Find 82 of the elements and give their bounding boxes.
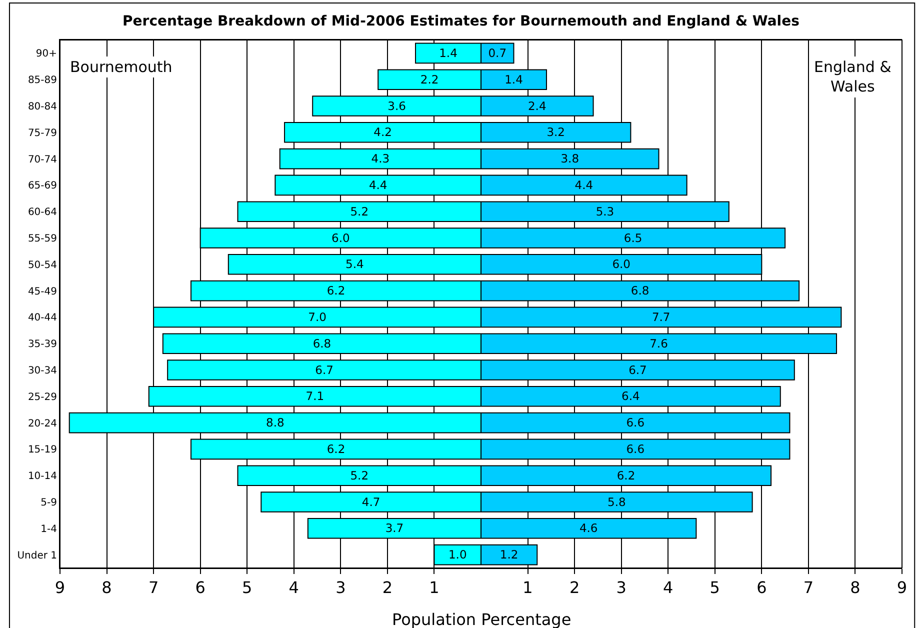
data-label: 6.7 (315, 362, 334, 377)
data-label: 7.1 (306, 389, 324, 404)
data-label: 7.7 (652, 310, 670, 324)
x-tick-label: 7 (803, 578, 814, 598)
x-axis-title: Population Percentage (392, 610, 572, 628)
y-tick-label: 35-39 (28, 339, 57, 350)
y-tick-label: 45-49 (28, 286, 57, 298)
y-tick-label: 60-64 (28, 207, 57, 218)
data-label: 4.7 (362, 494, 380, 509)
data-label: 6.6 (626, 416, 645, 430)
y-tick-label: 90+ (36, 48, 57, 60)
y-tick-label: 65-69 (28, 180, 57, 192)
y-tick-label: 85-89 (28, 75, 57, 86)
data-label: 5.3 (596, 204, 614, 218)
data-label: 4.3 (371, 152, 390, 166)
data-label: 7.6 (650, 336, 668, 350)
y-tick-label: 75-79 (28, 128, 57, 139)
x-tick-label: 6 (756, 578, 767, 598)
data-label: 6.2 (326, 442, 346, 456)
x-tick-label: 4 (288, 578, 299, 598)
x-tick-label: 8 (850, 578, 860, 598)
data-label: 3.8 (560, 152, 580, 166)
y-tick-label: 20-24 (28, 418, 57, 430)
y-tick-label: 25-29 (28, 392, 57, 403)
data-label: 7.0 (308, 310, 326, 324)
data-label: 5.2 (350, 468, 369, 482)
data-label: 5.2 (350, 204, 369, 218)
data-label: 3.6 (388, 98, 406, 113)
data-label: 6.0 (612, 257, 630, 272)
data-label: 6.2 (326, 284, 346, 298)
y-tick-label: 80-84 (28, 102, 57, 112)
data-label: 4.4 (574, 178, 594, 192)
x-tick-label: 5 (242, 578, 252, 598)
data-label: 6.5 (624, 230, 642, 245)
x-tick-label: 8 (102, 578, 112, 598)
data-label: 5.4 (346, 257, 364, 272)
x-tick-label: 3 (336, 578, 346, 598)
data-label: 6.0 (332, 230, 350, 245)
data-label: 6.4 (622, 389, 640, 404)
y-tick-label: 10-14 (28, 471, 57, 482)
data-label: 0.7 (488, 46, 507, 60)
y-tick-label: 30-34 (28, 366, 57, 376)
x-tick-label: 6 (195, 578, 206, 598)
data-label: 1.0 (448, 548, 467, 562)
y-tick-label: 70-74 (28, 154, 57, 166)
data-label: 3.2 (546, 125, 565, 140)
data-label: 2.4 (528, 98, 546, 113)
y-tick-label: 5-9 (40, 498, 57, 508)
data-label: 3.7 (385, 521, 404, 536)
data-label: 6.6 (626, 442, 645, 456)
data-label: 4.2 (374, 125, 392, 140)
x-tick-label: 1 (522, 578, 533, 598)
data-label: 4.4 (368, 178, 388, 192)
data-label: 2.2 (420, 72, 439, 86)
x-tick-label: 4 (663, 578, 674, 598)
text: England & Wales (814, 58, 892, 96)
data-label: 5.8 (608, 494, 626, 509)
x-tick-label: 2 (569, 578, 580, 598)
y-tick-label: 55-59 (28, 234, 57, 244)
x-tick-label: 1 (429, 578, 440, 598)
y-tick-label: 15-19 (28, 444, 57, 456)
text: Bournemouth (70, 58, 172, 76)
data-label: 6.8 (312, 336, 332, 350)
data-label: 1.4 (504, 72, 523, 86)
y-tick-label: Under 1 (17, 550, 57, 562)
x-tick-label: 9 (54, 578, 66, 598)
y-tick-label: 50-54 (28, 260, 57, 271)
data-label: 4.6 (579, 521, 598, 536)
data-label: 6.7 (628, 362, 647, 377)
y-tick-label: 40-44 (28, 312, 57, 324)
chart-title: Percentage Breakdown of Mid-2006 Estimates for Bournemouth and England & Wales (122, 14, 800, 30)
x-tick-label: 2 (382, 578, 393, 598)
data-label: 6.2 (616, 468, 636, 482)
data-label: 1.2 (500, 548, 518, 562)
data-label: 8.8 (266, 416, 284, 430)
x-tick-label: 9 (896, 578, 908, 598)
data-label: 1.4 (439, 46, 458, 60)
data-label: 6.8 (630, 284, 650, 298)
x-tick-label: 5 (710, 578, 720, 598)
x-tick-label: 3 (616, 578, 626, 598)
x-tick-label: 7 (148, 578, 159, 598)
y-tick-label: 1-4 (40, 524, 57, 535)
